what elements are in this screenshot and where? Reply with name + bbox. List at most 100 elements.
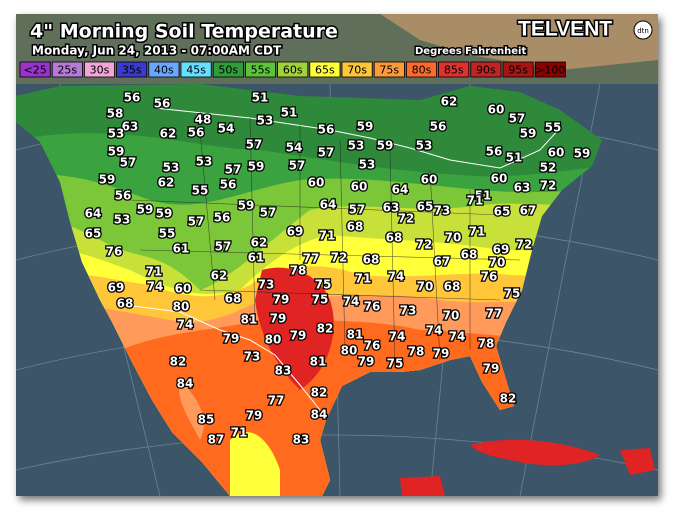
subtitle: Monday, Jun 24, 2013 - 07:00AM CDT xyxy=(32,44,282,58)
station-temperature: 63 xyxy=(514,181,531,195)
station-temperature: 73 xyxy=(400,304,417,318)
station-temperature: 60 xyxy=(175,282,192,296)
station-temperature: 80 xyxy=(173,300,190,314)
brand-badge: dtn xyxy=(637,27,649,35)
station-temperature: 76 xyxy=(481,270,498,284)
station-temperature: 61 xyxy=(173,242,190,256)
station-temperature: 58 xyxy=(107,107,124,121)
station-temperature: 59 xyxy=(357,120,374,134)
station-temperature: 81 xyxy=(347,328,364,342)
legend-swatch xyxy=(277,61,309,78)
station-temperature: 68 xyxy=(347,220,364,234)
station-temperature: 67 xyxy=(520,204,537,218)
station-temperature: 69 xyxy=(287,225,304,239)
legend-label: 85s xyxy=(444,64,464,77)
legend-label: 60s xyxy=(283,64,303,77)
yucatan xyxy=(400,476,445,496)
station-temperature: 70 xyxy=(445,231,462,245)
station-temperature: 71 xyxy=(319,229,336,243)
legend-swatch xyxy=(341,61,373,78)
station-temperature: 76 xyxy=(364,300,381,314)
station-temperature: 56 xyxy=(220,178,237,192)
station-temperature: 56 xyxy=(214,211,231,225)
station-temperature: 70 xyxy=(489,256,506,270)
station-temperature: 56 xyxy=(430,120,447,134)
legend-label: 95s xyxy=(508,64,528,77)
station-temperature: 79 xyxy=(290,329,307,343)
station-temperature: 83 xyxy=(275,364,292,378)
station-temperature: 74 xyxy=(177,318,194,332)
legend-label: 45s xyxy=(186,64,206,77)
station-temperature: 78 xyxy=(478,337,495,351)
station-temperature: 57 xyxy=(120,156,137,170)
station-temperature: 84 xyxy=(177,377,194,391)
station-temperature: 74 xyxy=(343,295,360,309)
station-temperature: 62 xyxy=(158,176,175,190)
station-temperature: 77 xyxy=(268,394,285,408)
station-temperature: 59 xyxy=(520,127,537,141)
legend-label: 30s xyxy=(90,64,110,77)
station-temperature: 62 xyxy=(211,269,228,283)
station-temperature: 57 xyxy=(260,206,277,220)
station-temperature: 77 xyxy=(303,252,320,266)
station-temperature: 63 xyxy=(122,120,139,134)
legend-label: 40s xyxy=(154,64,174,77)
station-temperature: 62 xyxy=(441,95,458,109)
station-temperature: 64 xyxy=(85,207,102,221)
legend-label: 70s xyxy=(347,64,367,77)
greenland xyxy=(380,14,658,70)
station-temperature: 57 xyxy=(188,215,205,229)
station-temperature: 68 xyxy=(117,297,134,311)
station-temperature: 75 xyxy=(315,278,332,292)
station-temperature: 70 xyxy=(443,309,460,323)
station-temperature: 71 xyxy=(146,265,163,279)
legend-swatch xyxy=(84,61,116,78)
station-temperature: 75 xyxy=(312,293,329,307)
station-temperature: 71 xyxy=(231,426,248,440)
station-temperature: 73 xyxy=(434,204,451,218)
station-temperature: 73 xyxy=(258,278,275,292)
station-temperature: 59 xyxy=(137,203,154,217)
legend-swatch xyxy=(180,61,212,78)
station-temperature: 82 xyxy=(317,322,334,336)
station-temperature: 85 xyxy=(198,413,215,427)
station-temperature: 81 xyxy=(310,355,327,369)
station-temperature: 59 xyxy=(108,145,125,159)
station-temperature: 72 xyxy=(398,212,415,226)
station-temperature: 87 xyxy=(208,433,225,447)
station-temperature: 82 xyxy=(311,386,328,400)
legend-swatch xyxy=(470,61,502,78)
station-temperature: 78 xyxy=(290,264,307,278)
station-temperature: 63 xyxy=(383,201,400,215)
cuba xyxy=(470,439,600,466)
station-temperature: 57 xyxy=(349,203,366,217)
station-temperature: 79 xyxy=(270,312,287,326)
station-temperature: 65 xyxy=(494,205,511,219)
legend-swatch xyxy=(438,61,470,78)
hispaniola xyxy=(620,448,655,475)
station-temperature: 74 xyxy=(147,280,164,294)
borders xyxy=(124,107,561,411)
legend-label: 55s xyxy=(251,64,271,77)
station-temperature: 71 xyxy=(469,225,486,239)
station-temperature: 53 xyxy=(416,139,433,153)
station-temperature: 67 xyxy=(434,255,451,269)
station-temperature: 68 xyxy=(363,253,380,267)
legend-label: <25 xyxy=(23,64,46,77)
station-temperature: 59 xyxy=(574,147,591,161)
station-temperature: 74 xyxy=(449,330,466,344)
station-temperature: 57 xyxy=(289,159,306,173)
station-temperature: 72 xyxy=(416,238,433,252)
station-temperature: 80 xyxy=(341,344,358,358)
station-temperature: 56 xyxy=(486,145,503,159)
station-temperature: 57 xyxy=(318,146,335,160)
station-temperature: 51 xyxy=(252,91,269,105)
station-temperature: 55 xyxy=(545,121,562,135)
station-temperature: 69 xyxy=(493,243,510,257)
station-temperature: 60 xyxy=(308,176,325,190)
station-temperature: 74 xyxy=(388,270,405,284)
legend-label: >100 xyxy=(535,64,565,77)
station-temperature: 64 xyxy=(320,198,337,212)
